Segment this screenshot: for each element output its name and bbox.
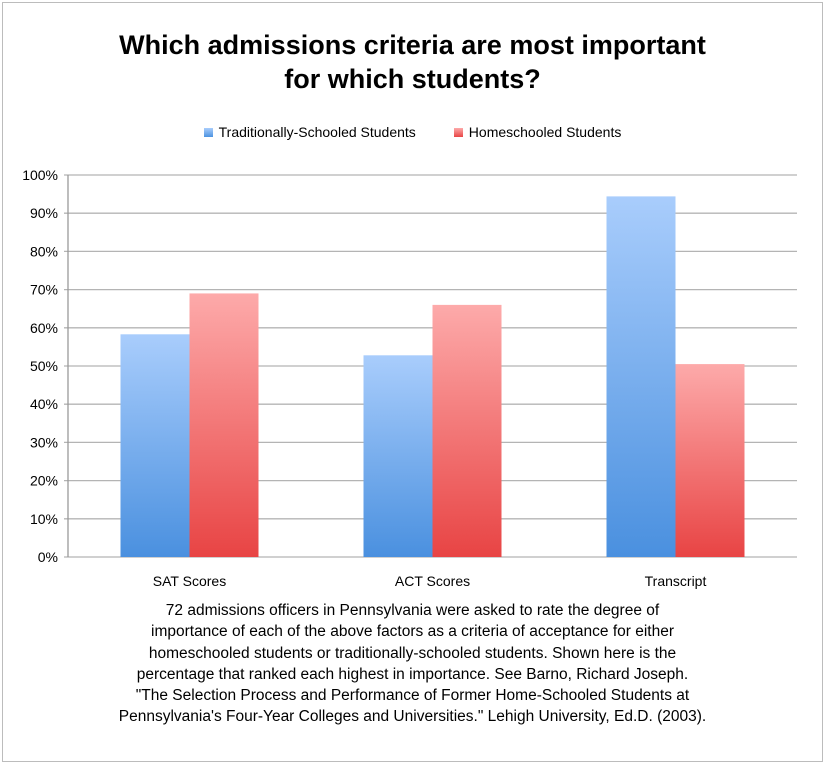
y-tick-label: 50%	[30, 358, 58, 374]
chart-title: Which admissions criteria are most impor…	[0, 28, 825, 96]
legend-label-homeschooled: Homeschooled Students	[468, 124, 622, 140]
caption-line: importance of each of the above factors …	[151, 623, 674, 641]
y-tick-label: 100%	[22, 167, 58, 183]
bar-act-scores-traditional	[363, 355, 433, 557]
y-tick-label: 10%	[30, 511, 58, 527]
legend: Traditionally-Schooled Students Homescho…	[0, 124, 825, 140]
caption-line: "The Selection Process and Performance o…	[135, 687, 690, 705]
y-tick-label: 70%	[30, 282, 58, 298]
title-line-2: for which students?	[284, 64, 541, 94]
title-line-1: Which admissions criteria are most impor…	[119, 30, 706, 60]
bar-transcript-traditional	[606, 196, 676, 557]
y-tick-label: 0%	[38, 549, 58, 565]
legend-label-traditional: Traditionally-Schooled Students	[218, 124, 416, 140]
y-tick-label: 90%	[30, 205, 58, 221]
caption: 72 admissions officers in Pennsylvania w…	[0, 600, 825, 728]
caption-line: Pennsylvania's Four-Year Colleges and Un…	[118, 708, 707, 726]
caption-line: 72 admissions officers in Pennsylvania w…	[165, 602, 660, 619]
legend-swatch-traditional	[203, 127, 213, 137]
bar-sat-scores-traditional	[120, 334, 190, 557]
x-tick-label: SAT Scores	[153, 573, 226, 589]
bar-sat-scores-homeschooled	[189, 293, 259, 557]
y-tick-label: 20%	[30, 473, 58, 489]
legend-swatch-homeschooled	[453, 127, 463, 137]
x-tick-label: ACT Scores	[395, 573, 470, 589]
bar-transcript-homeschooled	[675, 364, 745, 557]
legend-item-traditional: Traditionally-Schooled Students	[203, 124, 416, 140]
y-tick-label: 60%	[30, 320, 58, 336]
bar-act-scores-homeschooled	[432, 304, 502, 557]
caption-line: homeschooled students or traditionally-s…	[148, 644, 677, 662]
y-tick-label: 40%	[30, 396, 58, 412]
x-tick-label: Transcript	[645, 573, 707, 589]
caption-line: percentage that ranked each highest in i…	[136, 665, 689, 683]
y-tick-label: 30%	[30, 434, 58, 450]
legend-item-homeschooled: Homeschooled Students	[453, 124, 622, 140]
y-tick-label: 80%	[30, 243, 58, 259]
bar-chart: 0% 10% 20% 30% 40% 50% 60% 70% 80% 90% 100% SAT Sco…	[22, 167, 797, 589]
